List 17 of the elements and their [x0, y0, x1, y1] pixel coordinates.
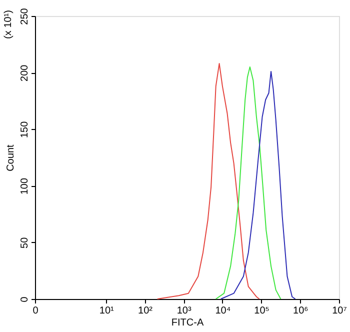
x-axis-title: FITC-A: [171, 318, 204, 328]
x-tick-label: 10⁶: [293, 306, 308, 316]
y-tick-label: 150: [20, 120, 30, 138]
x-tick-label: 10²: [138, 306, 154, 316]
y-tick-label: 0: [20, 296, 30, 302]
y-tick-label: 100: [20, 178, 30, 195]
x-tick-label: 0: [32, 306, 39, 316]
text: (x 10¹): [3, 10, 14, 39]
x-tick-label: 10⁵: [254, 306, 270, 316]
y-tick-label: 250: [20, 8, 30, 25]
y-tick-label: 200: [20, 64, 30, 82]
y-axis-title: Count: [6, 144, 16, 172]
x-tick-label: 10⁴: [215, 306, 231, 316]
y-tick-label: 50: [20, 236, 30, 248]
x-tick-label: 10³: [176, 306, 192, 316]
x-tick-label: 10¹: [99, 306, 115, 316]
x-tick-label: 10⁷: [332, 306, 348, 316]
